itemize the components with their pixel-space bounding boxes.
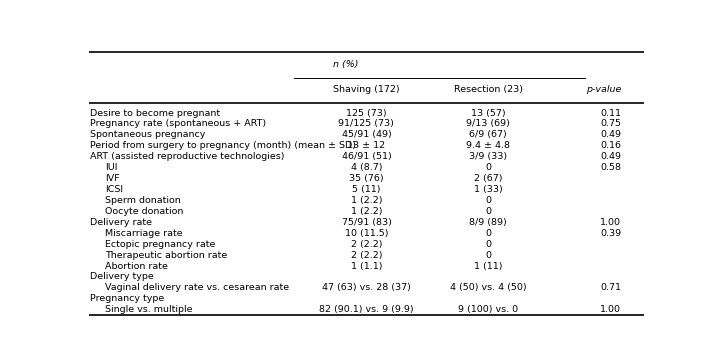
Text: 0: 0 bbox=[485, 196, 491, 205]
Text: Pregnancy type: Pregnancy type bbox=[91, 294, 164, 303]
Text: 1 (2.2): 1 (2.2) bbox=[350, 196, 383, 205]
Text: ICSI: ICSI bbox=[105, 185, 123, 194]
Text: Period from surgery to pregnancy (month) (mean ± SD): Period from surgery to pregnancy (month)… bbox=[91, 141, 357, 150]
Text: 0.49: 0.49 bbox=[601, 130, 621, 139]
Text: ART (assisted reproductive technologies): ART (assisted reproductive technologies) bbox=[91, 152, 285, 161]
Text: Delivery rate: Delivery rate bbox=[91, 218, 152, 227]
Text: 13 ± 12: 13 ± 12 bbox=[347, 141, 385, 150]
Text: 35 (76): 35 (76) bbox=[349, 174, 384, 183]
Text: 0.11: 0.11 bbox=[601, 109, 621, 118]
Text: IVF: IVF bbox=[105, 174, 119, 183]
Text: 45/91 (49): 45/91 (49) bbox=[342, 130, 391, 139]
Text: 8/9 (89): 8/9 (89) bbox=[470, 218, 507, 227]
Text: 91/125 (73): 91/125 (73) bbox=[338, 119, 395, 129]
Text: n (%): n (%) bbox=[333, 60, 359, 69]
Text: Abortion rate: Abortion rate bbox=[105, 261, 168, 270]
Text: 9 (100) vs. 0: 9 (100) vs. 0 bbox=[458, 305, 518, 314]
Text: p-value: p-value bbox=[586, 85, 621, 94]
Text: 47 (63) vs. 28 (37): 47 (63) vs. 28 (37) bbox=[322, 283, 411, 292]
Text: Shaving (172): Shaving (172) bbox=[333, 85, 400, 94]
Text: 9.4 ± 4.8: 9.4 ± 4.8 bbox=[466, 141, 511, 150]
Text: 0: 0 bbox=[485, 251, 491, 260]
Text: 1 (33): 1 (33) bbox=[474, 185, 503, 194]
Text: 0.16: 0.16 bbox=[601, 141, 621, 150]
Text: 1 (11): 1 (11) bbox=[474, 261, 503, 270]
Text: 3/9 (33): 3/9 (33) bbox=[469, 152, 508, 161]
Text: 9/13 (69): 9/13 (69) bbox=[466, 119, 511, 129]
Text: 13 (57): 13 (57) bbox=[471, 109, 506, 118]
Text: Spontaneous pregnancy: Spontaneous pregnancy bbox=[91, 130, 206, 139]
Text: Desire to become pregnant: Desire to become pregnant bbox=[91, 109, 221, 118]
Text: 5 (11): 5 (11) bbox=[352, 185, 380, 194]
Text: 0.58: 0.58 bbox=[601, 163, 621, 172]
Text: 1.00: 1.00 bbox=[601, 305, 621, 314]
Text: Vaginal delivery rate vs. cesarean rate: Vaginal delivery rate vs. cesarean rate bbox=[105, 283, 289, 292]
Text: Therapeutic abortion rate: Therapeutic abortion rate bbox=[105, 251, 227, 260]
Text: 6/9 (67): 6/9 (67) bbox=[470, 130, 507, 139]
Text: 1 (1.1): 1 (1.1) bbox=[350, 261, 383, 270]
Text: 46/91 (51): 46/91 (51) bbox=[342, 152, 391, 161]
Text: Miscarriage rate: Miscarriage rate bbox=[105, 229, 182, 238]
Text: Resection (23): Resection (23) bbox=[454, 85, 523, 94]
Text: Ectopic pregnancy rate: Ectopic pregnancy rate bbox=[105, 240, 215, 249]
Text: Delivery type: Delivery type bbox=[91, 273, 154, 282]
Text: Sperm donation: Sperm donation bbox=[105, 196, 181, 205]
Text: 0: 0 bbox=[485, 207, 491, 216]
Text: Oocyte donation: Oocyte donation bbox=[105, 207, 183, 216]
Text: IUI: IUI bbox=[105, 163, 117, 172]
Text: Pregnancy rate (spontaneous + ART): Pregnancy rate (spontaneous + ART) bbox=[91, 119, 267, 129]
Text: Single vs. multiple: Single vs. multiple bbox=[105, 305, 192, 314]
Text: 0: 0 bbox=[485, 229, 491, 238]
Text: 2 (2.2): 2 (2.2) bbox=[350, 240, 383, 249]
Text: 82 (90.1) vs. 9 (9.9): 82 (90.1) vs. 9 (9.9) bbox=[319, 305, 414, 314]
Text: 0.49: 0.49 bbox=[601, 152, 621, 161]
Text: 4 (50) vs. 4 (50): 4 (50) vs. 4 (50) bbox=[450, 283, 527, 292]
Text: 0.75: 0.75 bbox=[601, 119, 621, 129]
Text: 4 (8.7): 4 (8.7) bbox=[350, 163, 383, 172]
Text: 0.71: 0.71 bbox=[601, 283, 621, 292]
Text: 1 (2.2): 1 (2.2) bbox=[350, 207, 383, 216]
Text: 2 (67): 2 (67) bbox=[474, 174, 503, 183]
Text: 0.39: 0.39 bbox=[600, 229, 621, 238]
Text: 2 (2.2): 2 (2.2) bbox=[350, 251, 383, 260]
Text: 1.00: 1.00 bbox=[601, 218, 621, 227]
Text: 0: 0 bbox=[485, 163, 491, 172]
Text: 0: 0 bbox=[485, 240, 491, 249]
Text: 125 (73): 125 (73) bbox=[346, 109, 387, 118]
Text: 75/91 (83): 75/91 (83) bbox=[342, 218, 391, 227]
Text: 10 (11.5): 10 (11.5) bbox=[345, 229, 388, 238]
